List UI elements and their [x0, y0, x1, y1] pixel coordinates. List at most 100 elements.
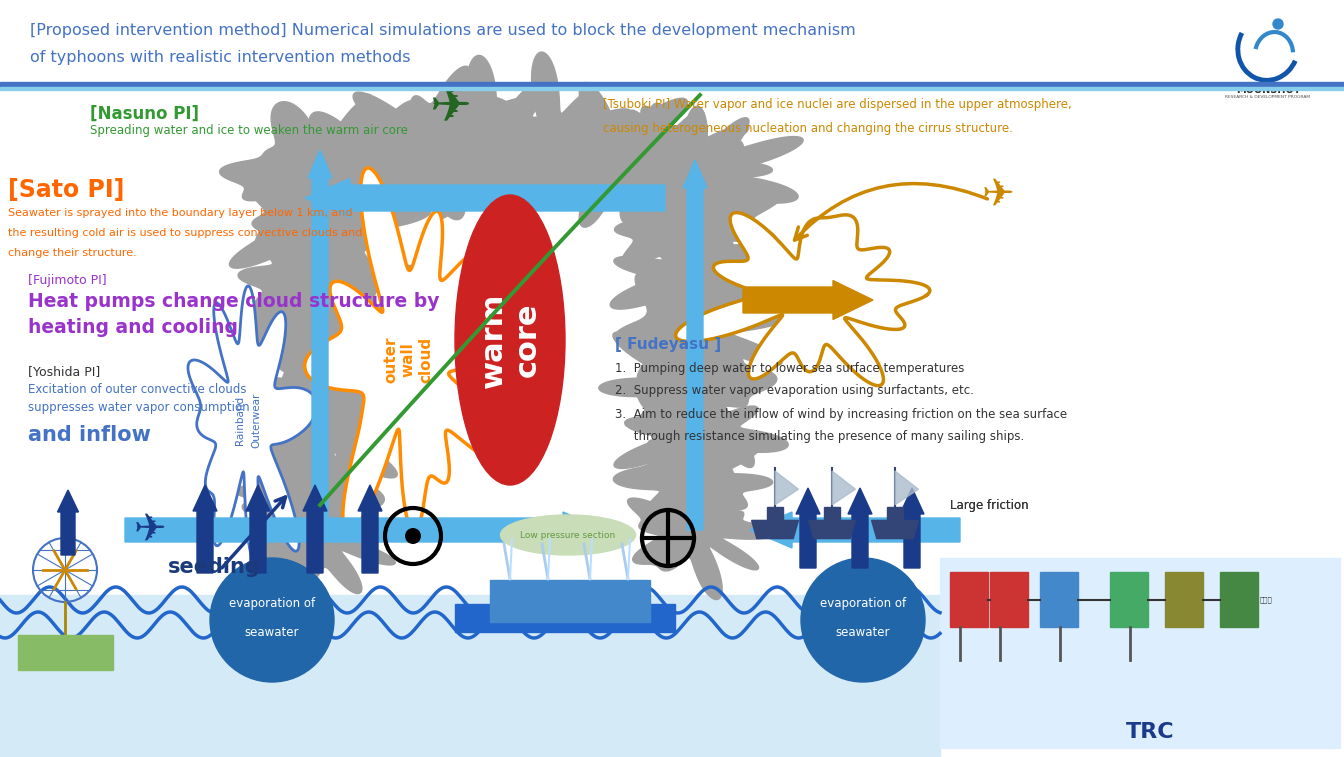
Polygon shape: [305, 168, 508, 531]
Text: ✈: ✈: [429, 84, 470, 132]
Polygon shape: [613, 390, 773, 534]
Polygon shape: [872, 520, 918, 538]
Polygon shape: [609, 141, 785, 296]
FancyArrow shape: [302, 485, 327, 573]
Polygon shape: [775, 471, 798, 505]
Text: RESEARCH & DEVELOPMENT PROGRAM: RESEARCH & DEVELOPMENT PROGRAM: [1226, 95, 1310, 99]
Circle shape: [405, 528, 421, 544]
Text: 1.  Pumping deep water to lower sea surface temperatures: 1. Pumping deep water to lower sea surfa…: [616, 362, 965, 375]
Text: [Sato PI]: [Sato PI]: [8, 178, 125, 202]
Bar: [0, 82, 1344, 87]
Polygon shape: [230, 143, 431, 300]
Text: Rainband: Rainband: [235, 395, 245, 444]
Polygon shape: [242, 470, 402, 593]
Text: TRC: TRC: [1126, 722, 1175, 742]
Text: Excitation of outer convective clouds: Excitation of outer convective clouds: [28, 383, 246, 396]
Polygon shape: [285, 94, 472, 235]
Ellipse shape: [456, 195, 564, 485]
Bar: [1220, 572, 1258, 627]
Text: suppresses water vapor consumption: suppresses water vapor consumption: [28, 401, 250, 414]
Text: the resulting cold air is used to suppress convective clouds and: the resulting cold air is used to suppre…: [8, 228, 363, 238]
Text: [Fujimoto PI]: [Fujimoto PI]: [28, 274, 106, 287]
Bar: [17, 635, 113, 670]
Text: Low pressure section: Low pressure section: [520, 531, 616, 540]
Polygon shape: [235, 410, 386, 562]
Text: evaporation of

seawater: evaporation of seawater: [228, 597, 314, 640]
Polygon shape: [242, 259, 418, 419]
FancyArrow shape: [743, 281, 874, 319]
Text: 2.  Suppress water vapor evaporation using surfactants, etc.: 2. Suppress water vapor evaporation usin…: [616, 384, 974, 397]
FancyArrow shape: [194, 485, 216, 573]
Polygon shape: [219, 97, 402, 252]
Polygon shape: [610, 194, 775, 375]
Bar: [950, 572, 988, 627]
FancyArrow shape: [358, 485, 382, 573]
Text: [Yoshida PI]: [Yoshida PI]: [28, 365, 101, 378]
Text: seeding: seeding: [168, 557, 261, 577]
Polygon shape: [751, 520, 798, 538]
Bar: [1040, 572, 1078, 627]
Text: MOONSHOT: MOONSHOT: [1235, 85, 1300, 95]
Polygon shape: [676, 213, 930, 385]
FancyArrow shape: [750, 512, 960, 548]
Bar: [887, 507, 903, 523]
Ellipse shape: [500, 515, 636, 555]
Text: [ Fudeyasu ]: [ Fudeyasu ]: [616, 337, 722, 352]
FancyArrow shape: [125, 512, 605, 548]
Bar: [1110, 572, 1148, 627]
Bar: [491, 580, 650, 622]
Circle shape: [1273, 19, 1284, 29]
Text: Heat pumps change cloud structure by: Heat pumps change cloud structure by: [28, 292, 439, 311]
Polygon shape: [579, 103, 773, 226]
Text: of typhoons with realistic intervention methods: of typhoons with realistic intervention …: [30, 50, 410, 65]
Text: Outerwear: Outerwear: [251, 392, 261, 447]
Text: [Proposed intervention method] Numerical simulations are used to block the devel: [Proposed intervention method] Numerical…: [30, 23, 856, 38]
Text: evaporation of

seawater: evaporation of seawater: [820, 597, 906, 640]
Text: Large friction: Large friction: [950, 500, 1028, 512]
Circle shape: [801, 558, 925, 682]
Polygon shape: [383, 55, 573, 219]
Bar: [939, 558, 1340, 748]
Text: [Nasuno PI]: [Nasuno PI]: [90, 105, 199, 123]
Bar: [0, 87, 1344, 90]
Text: Seawater is sprayed into the boundary layer below 1 km, and: Seawater is sprayed into the boundary la…: [8, 208, 352, 218]
Text: and inflow: and inflow: [28, 425, 151, 445]
Text: ✈: ✈: [133, 511, 167, 549]
FancyArrow shape: [456, 604, 675, 632]
Polygon shape: [581, 106, 804, 238]
Polygon shape: [832, 471, 855, 505]
Text: causing heterogeneous nucleation and changing the cirrus structure.: causing heterogeneous nucleation and cha…: [603, 122, 1013, 135]
Text: Spreading water and ice to weaken the warm air core: Spreading water and ice to weaken the wa…: [90, 124, 407, 137]
Polygon shape: [251, 357, 398, 516]
Polygon shape: [614, 262, 800, 407]
Polygon shape: [325, 66, 528, 220]
Text: Large friction: Large friction: [950, 500, 1028, 512]
FancyArrow shape: [58, 490, 78, 555]
Text: outer
wall
cloud: outer wall cloud: [383, 337, 433, 383]
FancyArrow shape: [246, 485, 270, 573]
FancyArrow shape: [308, 150, 332, 535]
Bar: [767, 507, 782, 523]
Polygon shape: [895, 471, 918, 505]
Text: through resistance simulating the presence of many sailing ships.: through resistance simulating the presen…: [616, 430, 1024, 443]
Polygon shape: [188, 286, 317, 560]
FancyArrow shape: [683, 160, 707, 530]
FancyArrow shape: [796, 488, 820, 568]
Text: ✈: ✈: [981, 176, 1015, 214]
Polygon shape: [809, 520, 855, 538]
Bar: [0, 595, 939, 757]
Circle shape: [210, 558, 335, 682]
Polygon shape: [222, 315, 394, 462]
Text: warm
core: warm core: [478, 292, 542, 388]
Text: 3.  Aim to reduce the inflow of wind by increasing friction on the sea surface: 3. Aim to reduce the inflow of wind by i…: [616, 408, 1067, 421]
FancyArrow shape: [848, 488, 872, 568]
Polygon shape: [614, 359, 789, 509]
FancyArrow shape: [305, 179, 665, 217]
Text: [Tsuboki PI] Water vapor and ice nuclei are dispersed in the upper atmosphere,: [Tsuboki PI] Water vapor and ice nuclei …: [603, 98, 1071, 111]
Polygon shape: [238, 200, 434, 366]
Polygon shape: [599, 304, 777, 468]
Bar: [991, 572, 1028, 627]
Bar: [824, 507, 840, 523]
Text: ポンプ: ポンプ: [1261, 597, 1273, 603]
Polygon shape: [520, 83, 727, 227]
